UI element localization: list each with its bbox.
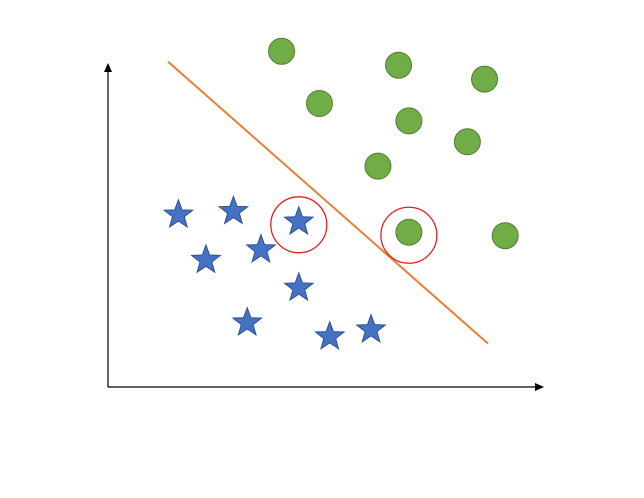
circle-icon [491, 222, 519, 250]
highlight-rings [270, 196, 438, 264]
circle-icon [385, 51, 413, 79]
circle-icon [364, 152, 392, 180]
star-icon [162, 198, 195, 229]
circle-icon [305, 89, 333, 117]
star-icon [245, 233, 277, 263]
decision-boundary-line [167, 60, 489, 345]
star-icon [355, 313, 387, 344]
star-icon [217, 194, 250, 225]
highlight-ring [270, 196, 328, 254]
circle-icon [471, 65, 499, 93]
star-icon [314, 320, 346, 350]
star-icon [283, 271, 315, 302]
circle-icon [395, 218, 423, 246]
star-icon [231, 306, 263, 337]
axes [104, 63, 544, 391]
star-icon [190, 243, 222, 274]
decision-boundary-group [167, 60, 489, 345]
circle-icon [268, 37, 296, 65]
highlight-ring [380, 206, 438, 264]
circle-icon [453, 128, 481, 156]
circle-icon [395, 107, 423, 135]
star-icon [283, 205, 315, 236]
data-points [162, 37, 519, 350]
